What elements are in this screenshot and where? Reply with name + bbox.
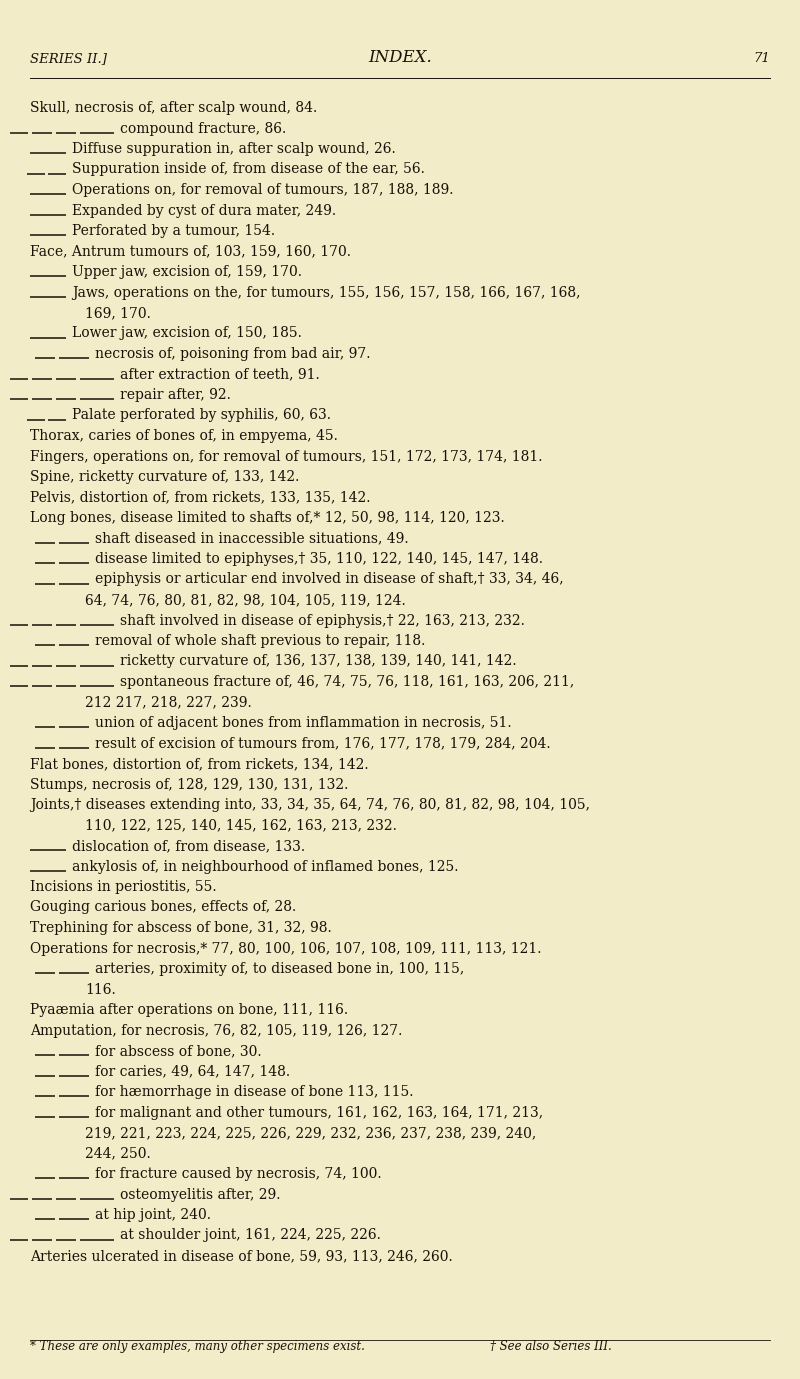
Text: for malignant and other tumours, 161, 162, 163, 164, 171, 213,: for malignant and other tumours, 161, 16… [95,1106,543,1120]
Text: Jaws, operations on the, for tumours, 155, 156, 157, 158, 166, 167, 168,: Jaws, operations on the, for tumours, 15… [72,285,581,299]
Text: Perforated by a tumour, 154.: Perforated by a tumour, 154. [72,223,275,239]
Text: 219, 221, 223, 224, 225, 226, 229, 232, 236, 237, 238, 239, 240,: 219, 221, 223, 224, 225, 226, 229, 232, … [85,1127,536,1140]
Text: removal of whole shaft previous to repair, 118.: removal of whole shaft previous to repai… [95,634,426,648]
Text: SERIES II.]: SERIES II.] [30,52,107,65]
Text: Lower jaw, excision of, 150, 185.: Lower jaw, excision of, 150, 185. [72,327,302,341]
Text: 244, 250.: 244, 250. [85,1146,150,1161]
Text: disease limited to epiphyses,† 35, 110, 122, 140, 145, 147, 148.: disease limited to epiphyses,† 35, 110, … [95,552,543,565]
Text: Flat bones, distortion of, from rickets, 134, 142.: Flat bones, distortion of, from rickets,… [30,757,369,771]
Text: Pyaæmia after operations on bone, 111, 116.: Pyaæmia after operations on bone, 111, 1… [30,1003,348,1016]
Text: for abscess of bone, 30.: for abscess of bone, 30. [95,1044,262,1058]
Text: Fingers, operations on, for removal of tumours, 151, 172, 173, 174, 181.: Fingers, operations on, for removal of t… [30,450,542,463]
Text: Incisions in periostitis, 55.: Incisions in periostitis, 55. [30,880,217,894]
Text: 169, 170.: 169, 170. [85,306,151,320]
Text: epiphysis or articular end involved in disease of shaft,† 33, 34, 46,: epiphysis or articular end involved in d… [95,572,564,586]
Text: osteomyelitis after, 29.: osteomyelitis after, 29. [120,1187,281,1201]
Text: Joints,† diseases extending into, 33, 34, 35, 64, 74, 76, 80, 81, 82, 98, 104, 1: Joints,† diseases extending into, 33, 34… [30,798,590,812]
Text: after extraction of teeth, 91.: after extraction of teeth, 91. [120,367,320,382]
Text: Trephining for abscess of bone, 31, 32, 98.: Trephining for abscess of bone, 31, 32, … [30,921,332,935]
Text: Long bones, disease limited to shafts of,* 12, 50, 98, 114, 120, 123.: Long bones, disease limited to shafts of… [30,512,505,525]
Text: Thorax, caries of bones of, in empyema, 45.: Thorax, caries of bones of, in empyema, … [30,429,338,443]
Text: Upper jaw, excision of, 159, 170.: Upper jaw, excision of, 159, 170. [72,265,302,279]
Text: for caries, 49, 64, 147, 148.: for caries, 49, 64, 147, 148. [95,1065,290,1078]
Text: Spine, ricketty curvature of, 133, 142.: Spine, ricketty curvature of, 133, 142. [30,470,299,484]
Text: result of excision of tumours from, 176, 177, 178, 179, 284, 204.: result of excision of tumours from, 176,… [95,736,550,750]
Text: 110, 122, 125, 140, 145, 162, 163, 213, 232.: 110, 122, 125, 140, 145, 162, 163, 213, … [85,819,397,833]
Text: repair after, 92.: repair after, 92. [120,387,231,403]
Text: for hæmorrhage in disease of bone 113, 115.: for hæmorrhage in disease of bone 113, 1… [95,1085,414,1099]
Text: Expanded by cyst of dura mater, 249.: Expanded by cyst of dura mater, 249. [72,204,336,218]
Text: Amputation, for necrosis, 76, 82, 105, 119, 126, 127.: Amputation, for necrosis, 76, 82, 105, 1… [30,1023,402,1037]
Text: Arteries ulcerated in disease of bone, 59, 93, 113, 246, 260.: Arteries ulcerated in disease of bone, 5… [30,1249,453,1263]
Text: ankylosis of, in neighbourhood of inflamed bones, 125.: ankylosis of, in neighbourhood of inflam… [72,859,458,873]
Text: Palate perforated by syphilis, 60, 63.: Palate perforated by syphilis, 60, 63. [72,408,331,422]
Text: arteries, proximity of, to diseased bone in, 100, 115,: arteries, proximity of, to diseased bone… [95,963,464,976]
Text: at hip joint, 240.: at hip joint, 240. [95,1208,211,1222]
Text: necrosis of, poisoning from bad air, 97.: necrosis of, poisoning from bad air, 97. [95,348,370,361]
Text: compound fracture, 86.: compound fracture, 86. [120,121,286,135]
Text: Face, Antrum tumours of, 103, 159, 160, 170.: Face, Antrum tumours of, 103, 159, 160, … [30,244,351,258]
Text: Stumps, necrosis of, 128, 129, 130, 131, 132.: Stumps, necrosis of, 128, 129, 130, 131,… [30,778,348,792]
Text: for fracture caused by necrosis, 74, 100.: for fracture caused by necrosis, 74, 100… [95,1167,382,1180]
Text: 71: 71 [754,52,770,65]
Text: Operations on, for removal of tumours, 187, 188, 189.: Operations on, for removal of tumours, 1… [72,183,454,197]
Text: Suppuration inside of, from disease of the ear, 56.: Suppuration inside of, from disease of t… [72,163,425,177]
Text: shaft involved in disease of epiphysis,† 22, 163, 213, 232.: shaft involved in disease of epiphysis,†… [120,614,525,627]
Text: 64, 74, 76, 80, 81, 82, 98, 104, 105, 119, 124.: 64, 74, 76, 80, 81, 82, 98, 104, 105, 11… [85,593,406,607]
Text: Skull, necrosis of, after scalp wound, 84.: Skull, necrosis of, after scalp wound, 8… [30,101,318,114]
Text: Pelvis, distortion of, from rickets, 133, 135, 142.: Pelvis, distortion of, from rickets, 133… [30,491,370,505]
Text: union of adjacent bones from inflammation in necrosis, 51.: union of adjacent bones from inflammatio… [95,716,512,729]
Text: dislocation of, from disease, 133.: dislocation of, from disease, 133. [72,838,305,854]
Text: † See also Series III.: † See also Series III. [490,1340,612,1353]
Text: 212 217, 218, 227, 239.: 212 217, 218, 227, 239. [85,695,252,710]
Text: Gouging carious bones, effects of, 28.: Gouging carious bones, effects of, 28. [30,900,296,914]
Text: INDEX.: INDEX. [368,50,432,66]
Text: Diffuse suppuration in, after scalp wound, 26.: Diffuse suppuration in, after scalp woun… [72,142,396,156]
Text: 116.: 116. [85,982,116,997]
Text: at shoulder joint, 161, 224, 225, 226.: at shoulder joint, 161, 224, 225, 226. [120,1229,381,1242]
Text: Operations for necrosis,* 77, 80, 100, 106, 107, 108, 109, 111, 113, 121.: Operations for necrosis,* 77, 80, 100, 1… [30,942,542,956]
Text: * These are only examples, many other specimens exist.: * These are only examples, many other sp… [30,1340,365,1353]
Text: spontaneous fracture of, 46, 74, 75, 76, 118, 161, 163, 206, 211,: spontaneous fracture of, 46, 74, 75, 76,… [120,674,574,690]
Text: ricketty curvature of, 136, 137, 138, 139, 140, 141, 142.: ricketty curvature of, 136, 137, 138, 13… [120,655,517,669]
Text: shaft diseased in inaccessible situations, 49.: shaft diseased in inaccessible situation… [95,531,409,546]
